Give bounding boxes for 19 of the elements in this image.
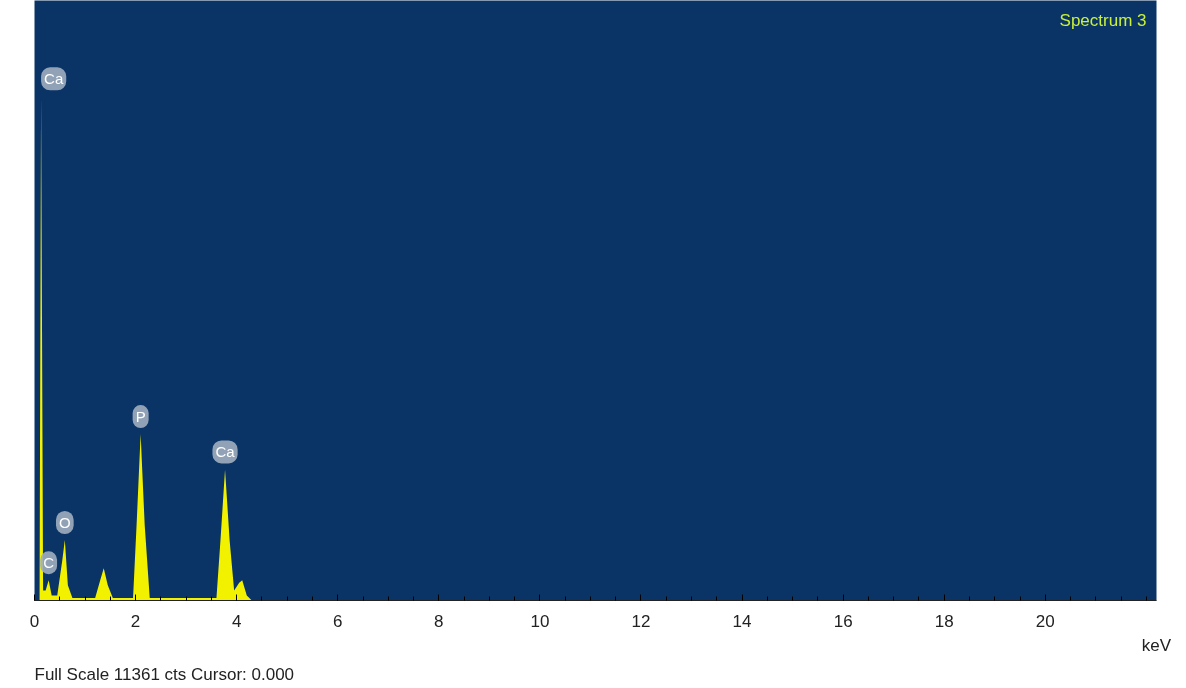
x-axis-title: keV: [1141, 635, 1172, 655]
annotation: O: [58, 514, 71, 531]
x-tick-label: 18: [934, 611, 954, 631]
x-tick-label: 20: [1035, 611, 1055, 631]
annotation: Ca: [215, 443, 236, 461]
x-tick-label: 8: [434, 611, 444, 631]
annotation: C: [43, 554, 55, 572]
x-tick-label: 2: [130, 611, 141, 631]
x-tick-label: 10: [530, 611, 550, 631]
x-tick-label: 12: [631, 611, 651, 631]
x-tick-label: 0: [29, 611, 40, 631]
chart-title: Spectrum 3: [1059, 10, 1147, 30]
annotation: Ca: [44, 70, 64, 88]
text: Full Scale 11361 cts Cursor: 0.000: [34, 664, 295, 684]
x-tick-label: 14: [732, 611, 752, 631]
x-tick-label: 16: [833, 611, 853, 631]
x-tick-label: 4: [231, 611, 242, 631]
x-tick-label: 6: [333, 611, 343, 631]
annotation: P: [135, 408, 146, 426]
